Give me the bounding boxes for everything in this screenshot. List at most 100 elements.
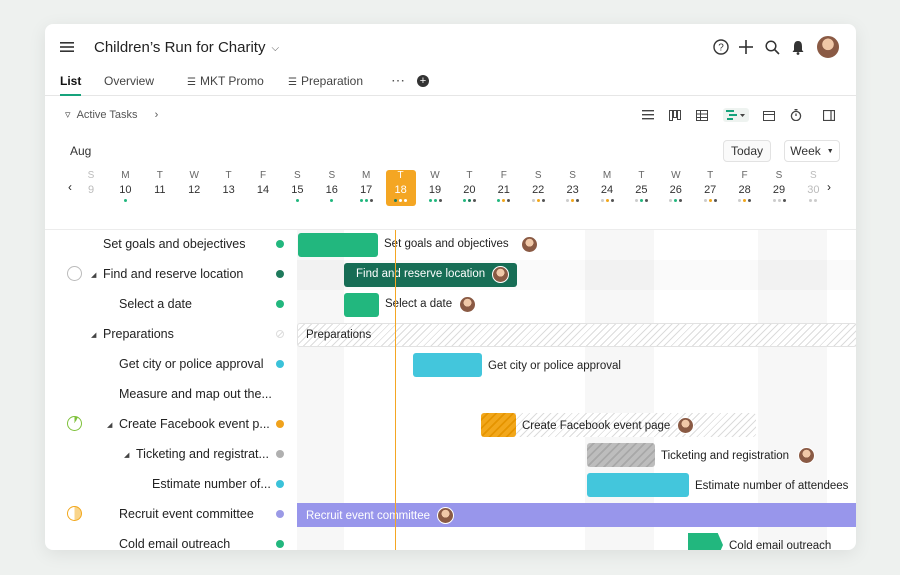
gantt-bar[interactable] bbox=[298, 233, 378, 257]
day-cell[interactable]: W 19 bbox=[420, 170, 450, 205]
day-cell[interactable]: M 17 bbox=[351, 170, 381, 205]
day-number: 25 bbox=[635, 184, 648, 196]
gantt-bar[interactable] bbox=[413, 353, 482, 377]
day-cell[interactable]: S 22 bbox=[523, 170, 553, 205]
task-label[interactable]: Create Facebook event p... bbox=[119, 417, 270, 431]
day-number: 13 bbox=[222, 184, 235, 196]
day-cell[interactable]: S 29 bbox=[764, 170, 794, 205]
task-label[interactable]: Set goals and obejectives bbox=[103, 237, 246, 251]
day-cell[interactable]: F 28 bbox=[730, 170, 760, 205]
gantt-bar[interactable] bbox=[344, 293, 379, 317]
next-week-arrow[interactable]: › bbox=[827, 180, 831, 194]
day-cell[interactable]: F 21 bbox=[489, 170, 519, 205]
task-dot bbox=[497, 199, 501, 202]
task-label[interactable]: Estimate number of... bbox=[152, 477, 271, 491]
gantt-bar[interactable] bbox=[344, 263, 517, 287]
today-button[interactable]: Today bbox=[723, 140, 771, 162]
gantt-bar[interactable] bbox=[587, 473, 689, 497]
task-dot bbox=[610, 199, 614, 202]
search-icon[interactable] bbox=[763, 38, 781, 56]
more-icon[interactable]: ⋯ bbox=[391, 72, 405, 88]
completion-circle[interactable] bbox=[67, 266, 82, 281]
collapse-triangle-icon[interactable]: ◢ bbox=[124, 452, 130, 459]
assignee-avatar[interactable] bbox=[677, 417, 694, 434]
task-label[interactable]: Cold email outreach bbox=[119, 537, 231, 550]
assignee-avatar[interactable] bbox=[459, 296, 476, 313]
tab-list[interactable]: List bbox=[60, 74, 82, 96]
view-tabs: List Overview ☰ MKT Promo ☰ Preparation ⋯ … bbox=[45, 72, 856, 96]
collapse-triangle-icon[interactable]: ◢ bbox=[91, 332, 97, 339]
add-tab-icon[interactable]: + bbox=[417, 75, 429, 87]
gantt-bar-remaining bbox=[481, 413, 756, 437]
weekday-label: F bbox=[741, 170, 748, 181]
day-cell[interactable]: T 11 bbox=[145, 170, 175, 205]
task-label[interactable]: Recruit event committee bbox=[119, 507, 254, 521]
weekday-label: T bbox=[156, 170, 163, 181]
list-view-icon[interactable] bbox=[640, 108, 656, 122]
day-cell[interactable]: M 24 bbox=[592, 170, 622, 205]
day-task-dots bbox=[317, 199, 347, 205]
progress-circle[interactable] bbox=[67, 506, 82, 521]
task-label[interactable]: Find and reserve location bbox=[103, 267, 244, 281]
assignee-avatar[interactable] bbox=[798, 447, 815, 464]
collapse-triangle-icon[interactable]: ◢ bbox=[91, 272, 97, 279]
assignee-avatar[interactable] bbox=[492, 266, 509, 283]
calendar-view-icon[interactable] bbox=[761, 108, 777, 122]
chevron-down-icon[interactable]: ⌵ bbox=[271, 42, 280, 54]
assignee-avatar[interactable] bbox=[521, 236, 538, 253]
gantt-group-bar[interactable] bbox=[297, 323, 856, 347]
project-title[interactable]: Children’s Run for Charity ⌵ bbox=[94, 39, 279, 56]
table-view-icon[interactable] bbox=[694, 108, 710, 122]
prev-week-arrow[interactable]: ‹ bbox=[68, 180, 72, 194]
menu-icon[interactable] bbox=[59, 39, 75, 55]
gantt-bar[interactable] bbox=[587, 443, 655, 467]
task-dot bbox=[634, 199, 638, 202]
bell-icon[interactable] bbox=[789, 38, 807, 56]
weekday-label: M bbox=[602, 170, 612, 181]
tab-overview[interactable]: Overview bbox=[104, 74, 155, 88]
active-tasks-filter[interactable]: ▿ Active Tasks › bbox=[65, 108, 158, 121]
gantt-bar-label: Preparations bbox=[306, 329, 372, 341]
help-icon[interactable]: ? bbox=[712, 38, 730, 56]
day-cell[interactable]: T 25 bbox=[626, 170, 656, 205]
gantt-bar[interactable] bbox=[481, 413, 516, 437]
gantt-bar[interactable] bbox=[297, 503, 856, 527]
day-cell[interactable]: S 30 bbox=[798, 170, 828, 205]
timer-icon[interactable] bbox=[788, 108, 804, 122]
task-label[interactable]: Preparations bbox=[103, 327, 174, 341]
day-cell[interactable]: T 27 bbox=[695, 170, 725, 205]
gantt-view-icon[interactable] bbox=[723, 108, 749, 122]
task-label[interactable]: Get city or police approval bbox=[119, 357, 264, 371]
assignee-avatar[interactable] bbox=[437, 507, 454, 524]
day-number: 28 bbox=[738, 184, 751, 196]
day-cell[interactable]: F 14 bbox=[248, 170, 278, 205]
task-label[interactable]: Select a date bbox=[119, 297, 192, 311]
day-cell[interactable]: S 15 bbox=[282, 170, 312, 205]
day-cell[interactable]: M 10 bbox=[110, 170, 140, 205]
tab-mkt-promo[interactable]: ☰ MKT Promo bbox=[187, 74, 264, 88]
weekday-label: S bbox=[534, 170, 542, 181]
side-panel-icon[interactable] bbox=[821, 108, 837, 122]
weekend-column bbox=[758, 230, 827, 550]
progress-circle[interactable] bbox=[67, 416, 82, 431]
day-cell[interactable]: T 20 bbox=[454, 170, 484, 205]
day-today[interactable]: T 18 bbox=[385, 170, 416, 206]
tab-preparation[interactable]: ☰ Preparation bbox=[288, 74, 363, 88]
collapse-triangle-icon[interactable]: ◢ bbox=[107, 422, 113, 429]
day-cell[interactable]: S 23 bbox=[558, 170, 588, 205]
task-label[interactable]: Ticketing and registrat... bbox=[136, 447, 269, 461]
gantt-milestone-bar[interactable] bbox=[688, 533, 723, 550]
day-number: 19 bbox=[428, 184, 442, 196]
chevron-right-icon[interactable]: › bbox=[154, 109, 159, 121]
user-avatar[interactable] bbox=[816, 35, 840, 59]
week-select[interactable]: Week ▼ bbox=[784, 140, 840, 162]
day-cell[interactable]: W 26 bbox=[661, 170, 691, 205]
day-cell[interactable]: T 13 bbox=[214, 170, 244, 205]
status-dot bbox=[276, 450, 284, 458]
day-cell[interactable]: S 16 bbox=[317, 170, 347, 205]
add-icon[interactable] bbox=[737, 38, 755, 56]
task-label[interactable]: Measure and map out the... bbox=[119, 387, 272, 401]
board-view-icon[interactable] bbox=[667, 108, 683, 122]
day-cell[interactable]: W 12 bbox=[179, 170, 209, 205]
